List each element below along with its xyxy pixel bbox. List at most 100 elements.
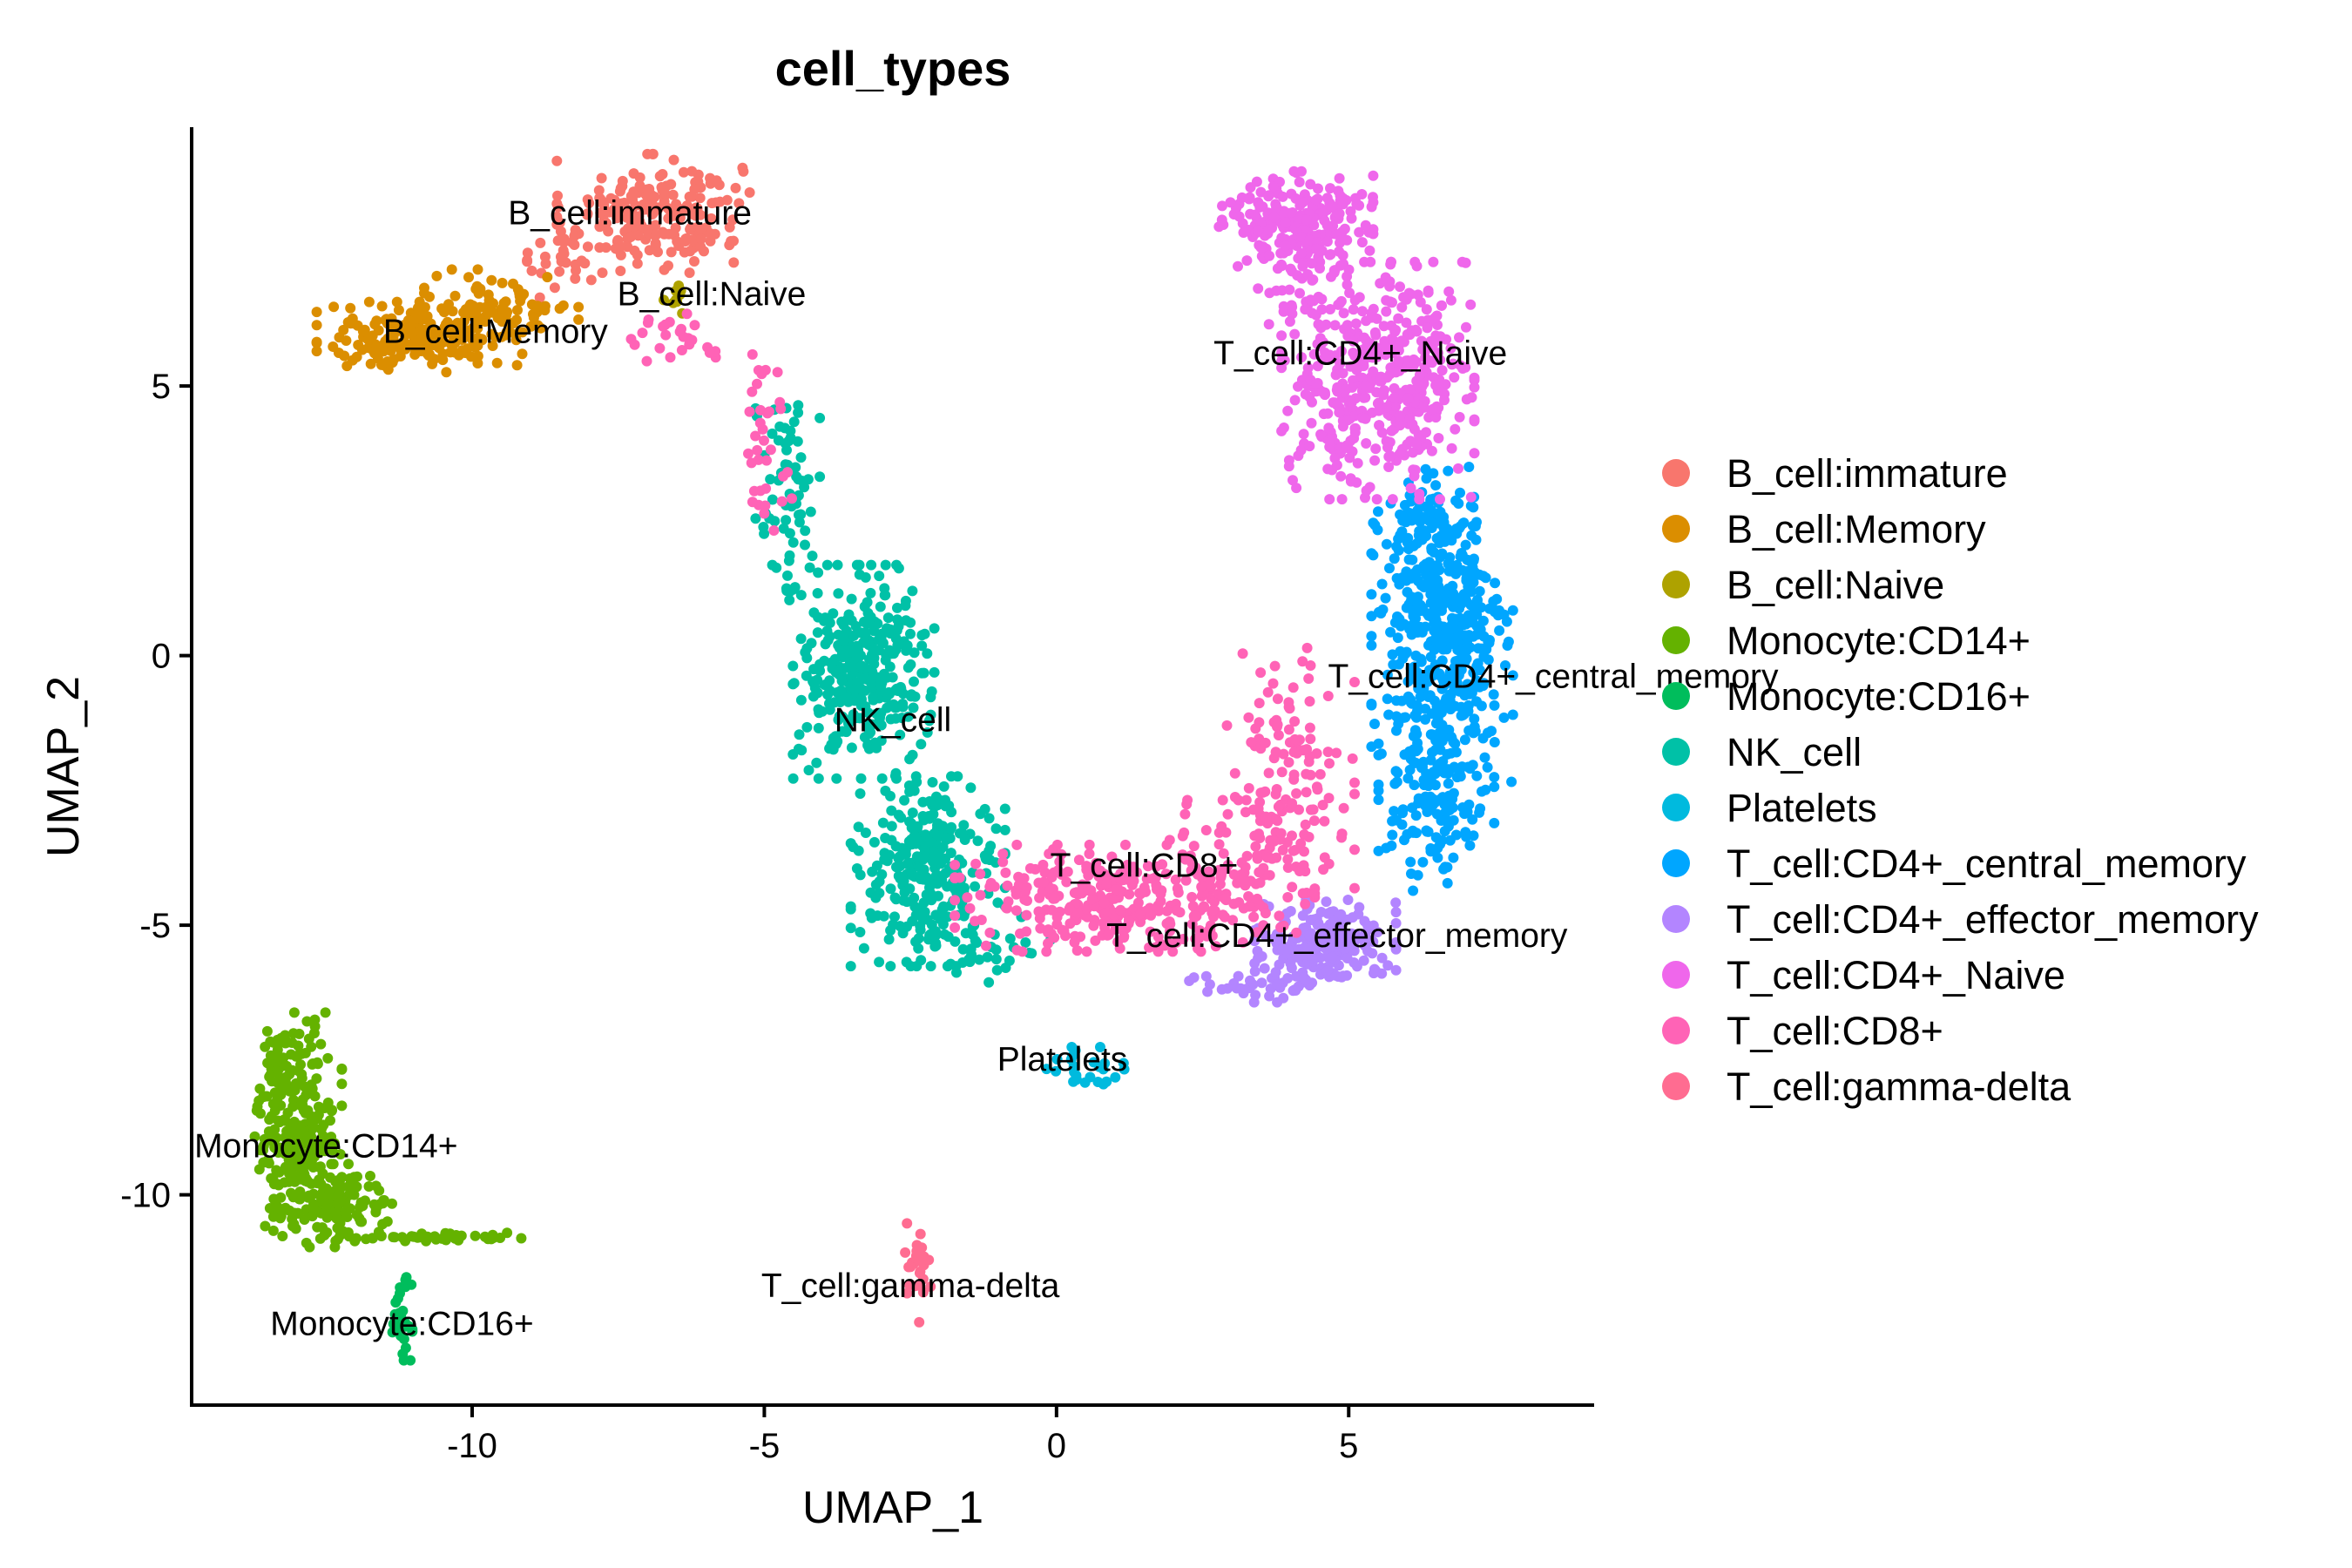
data-point (1252, 850, 1263, 862)
data-point (1383, 709, 1395, 720)
data-point (1177, 830, 1188, 841)
data-point (893, 870, 904, 882)
data-point (1146, 909, 1157, 921)
data-point (1462, 636, 1472, 647)
data-point (336, 1100, 348, 1112)
data-point (654, 171, 666, 182)
data-point (902, 1288, 913, 1299)
data-point (584, 198, 595, 209)
data-point (1443, 821, 1454, 832)
data-point (1416, 653, 1427, 665)
data-point (865, 587, 876, 598)
data-point (902, 1218, 913, 1229)
data-point (1417, 344, 1429, 355)
data-point (315, 1192, 327, 1203)
data-point (1151, 880, 1162, 891)
data-point (1458, 517, 1470, 529)
data-point (1069, 936, 1080, 948)
data-point (965, 943, 977, 955)
data-point (924, 878, 936, 889)
data-point (813, 722, 824, 733)
data-point (666, 247, 677, 258)
data-point (1382, 693, 1393, 705)
data-point (1443, 465, 1454, 476)
data-point (1329, 320, 1341, 331)
data-point (498, 298, 510, 309)
data-point (274, 1052, 284, 1064)
data-point (1489, 781, 1500, 793)
data-point (516, 1233, 527, 1244)
x-tick-label: 5 (1339, 1427, 1358, 1465)
data-point (1283, 461, 1294, 472)
data-point (1351, 476, 1362, 488)
data-point (528, 312, 539, 323)
data-point (689, 184, 700, 195)
data-point (1243, 712, 1254, 723)
data-point (491, 357, 503, 368)
data-point (642, 148, 653, 159)
data-point (1494, 605, 1504, 616)
data-point (1000, 867, 1011, 878)
data-point (1200, 825, 1212, 835)
data-point (1273, 730, 1284, 740)
data-point (1351, 364, 1362, 375)
data-point (1467, 814, 1478, 825)
data-point (919, 906, 930, 917)
data-point (1310, 378, 1321, 389)
data-point (937, 919, 949, 930)
data-point (1293, 981, 1304, 992)
data-point (424, 348, 435, 360)
data-point (1272, 693, 1283, 705)
data-point (1498, 712, 1510, 723)
data-point (1384, 276, 1396, 287)
data-point (1391, 725, 1402, 736)
data-point (1260, 908, 1271, 919)
data-point (983, 813, 995, 824)
data-point (1431, 575, 1443, 586)
data-point (307, 1083, 318, 1094)
data-point (1344, 287, 1355, 299)
data-point (1365, 256, 1376, 267)
data-point (918, 897, 929, 909)
data-point (437, 355, 449, 366)
data-point (301, 1090, 312, 1101)
data-point (486, 328, 497, 340)
series-t-cell-cd4-naive (1213, 166, 1480, 505)
data-point (1017, 946, 1028, 957)
data-point (800, 646, 811, 658)
data-point (272, 1201, 283, 1213)
data-point (882, 612, 894, 624)
data-point (1494, 625, 1505, 636)
data-point (308, 1058, 319, 1069)
data-point (1425, 496, 1436, 506)
data-point (1500, 660, 1511, 671)
data-point (336, 1078, 348, 1090)
data-point (1325, 249, 1336, 260)
data-point (336, 1063, 348, 1074)
data-point (758, 522, 769, 532)
data-point (1342, 895, 1354, 905)
data-point (1369, 719, 1380, 729)
data-point (825, 686, 835, 697)
data-point (262, 1155, 274, 1166)
data-point (585, 274, 597, 286)
data-point (787, 773, 799, 784)
data-point (1263, 767, 1274, 779)
data-point (1393, 355, 1404, 367)
data-point (344, 1187, 355, 1199)
data-point (1253, 283, 1264, 294)
data-point (930, 926, 941, 937)
data-point (395, 1288, 405, 1299)
data-point (488, 298, 498, 309)
data-point (900, 846, 911, 857)
data-point (957, 943, 969, 955)
data-point (1342, 320, 1353, 331)
data-point (1402, 511, 1413, 523)
data-point (1264, 842, 1275, 854)
data-point (1451, 772, 1463, 783)
data-point (535, 237, 546, 248)
data-point (325, 1172, 336, 1183)
data-point (1102, 906, 1113, 917)
data-point (812, 627, 823, 639)
data-point (945, 848, 956, 859)
